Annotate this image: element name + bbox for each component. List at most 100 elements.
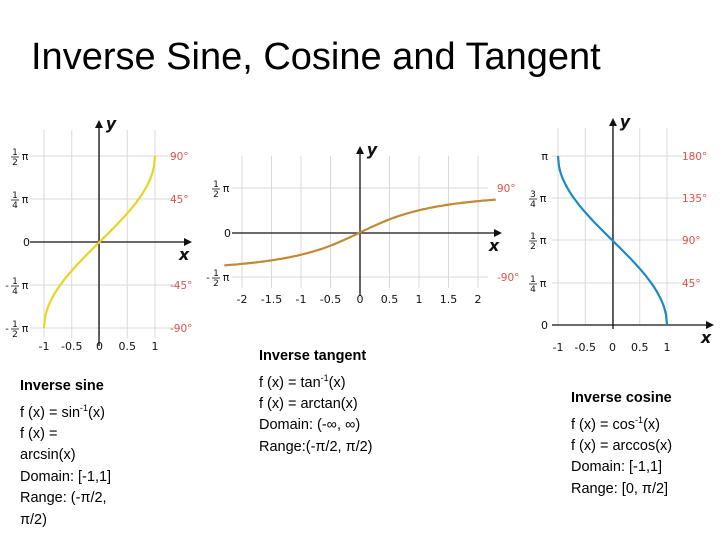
- slide-title: Inverse Sine, Cosine and Tangent: [31, 36, 601, 78]
- arcsin-angle-label-1: 45°: [170, 194, 189, 206]
- svg-text:-: -: [206, 273, 210, 284]
- svg-text:2: 2: [12, 158, 18, 168]
- svg-text:1: 1: [12, 148, 18, 158]
- arctan-x-tick-5: 0.5: [381, 293, 399, 306]
- arcsin-x-tick-4: 1: [152, 340, 159, 353]
- arctan-x-tick-4: 0: [357, 293, 364, 306]
- arctan-formula-1-arg: (x): [328, 374, 346, 391]
- arctan-x-tick-8: 2: [475, 293, 482, 306]
- arcsin-y-tick-3: -14 π: [5, 277, 28, 297]
- svg-text:2: 2: [530, 242, 536, 252]
- arctan-x-tick-6: 1: [416, 293, 423, 306]
- arccos-x-tick-4: 1: [664, 341, 671, 354]
- arcsin-y-label: y: [106, 114, 117, 133]
- arcsin-y-tick-2: 0: [23, 236, 30, 249]
- arcsin-y-tick-1: 14 π: [11, 191, 29, 211]
- arcsin-y-tick-0: 12 π: [11, 148, 29, 168]
- arccos-y-tick-2: 12 π: [529, 232, 547, 252]
- arctan-x-tick-3: -0.5: [320, 293, 341, 306]
- svg-text:-: -: [5, 281, 9, 292]
- arcsin-formula-1: f (x) = sin-1(x): [20, 398, 111, 424]
- arccos-x-tick-0: -1: [553, 341, 564, 354]
- svg-text:π: π: [22, 150, 29, 163]
- svg-text:1: 1: [530, 275, 536, 285]
- arccos-y-tick-4: 0: [541, 319, 548, 332]
- arctan-curve: [224, 198, 496, 267]
- arcsin-x-label: x: [178, 245, 190, 264]
- arcsin-formula-2b: arcsin(x): [20, 447, 76, 464]
- arccos-formula-1: f (x) = cos-1(x): [571, 410, 672, 436]
- svg-text:1: 1: [12, 320, 18, 330]
- svg-text:4: 4: [12, 287, 18, 297]
- arctan-x-tick-7: 1.5: [440, 293, 458, 306]
- arccos-formula-2: f (x) = arccos(x): [571, 437, 673, 454]
- svg-text:π: π: [541, 150, 548, 163]
- arccos-y-tick-3: 14 π: [529, 275, 547, 295]
- arctan-exponent: -1: [320, 372, 329, 383]
- svg-text:4: 4: [12, 201, 18, 211]
- arcsin-exponent: -1: [80, 402, 89, 413]
- arccos-x-tick-3: 0.5: [631, 341, 649, 354]
- arccos-range: Range: [0, π/2]: [571, 480, 669, 497]
- arctan-angle-label-1: -90°: [497, 272, 519, 284]
- arctan-x-tick-0: -2: [237, 293, 248, 306]
- arcsin-x-tick-0: -1: [39, 340, 50, 353]
- svg-text:0: 0: [224, 227, 231, 240]
- arcsin-y-arrow: [95, 120, 103, 128]
- arctan-x-tick-2: -1: [296, 293, 307, 306]
- arcsin-range-b: π/2): [20, 511, 47, 528]
- arccos-x-arrow: [706, 321, 714, 329]
- arctan-formula-1-text: f (x) = tan: [259, 374, 321, 391]
- svg-text:4: 4: [530, 200, 536, 210]
- arctan-formula-2: f (x) = arctan(x): [259, 395, 358, 412]
- arcsin-formula-1-arg: (x): [88, 404, 105, 421]
- arccos-heading: Inverse cosine: [571, 390, 672, 406]
- arccos-formula-1-text: f (x) = cos: [571, 416, 636, 433]
- arcsin-x-tick-3: 0.5: [119, 340, 137, 353]
- svg-text:0: 0: [541, 319, 548, 332]
- arcsin-curve: [42, 155, 157, 329]
- arccos-x-tick-1: -0.5: [575, 341, 596, 354]
- arcsin-domain: Domain: [-1,1]: [20, 468, 112, 485]
- arcsin-range-a: Range: (-π/2,: [20, 490, 107, 507]
- arctan-x-arrow: [494, 229, 502, 237]
- svg-text:π: π: [22, 322, 29, 335]
- svg-text:π: π: [540, 277, 547, 290]
- arctan-x-tick-1: -1.5: [261, 293, 282, 306]
- svg-text:π: π: [540, 234, 547, 247]
- arctan-y-arrow: [356, 146, 364, 154]
- svg-text:3: 3: [530, 190, 536, 200]
- svg-text:1: 1: [213, 269, 219, 279]
- svg-text:2: 2: [213, 279, 219, 289]
- arctan-formula-1: f (x) = tan-1(x): [259, 368, 373, 394]
- svg-text:2: 2: [213, 190, 219, 200]
- arctan-y-label: y: [367, 140, 378, 159]
- arcsin-angle-label-2: -45°: [170, 280, 192, 292]
- arccos-y-label: y: [620, 112, 631, 131]
- arccos-formula-1-arg: (x): [643, 416, 660, 433]
- arctan-angle-label-0: 90°: [497, 183, 516, 195]
- svg-text:1: 1: [530, 232, 536, 242]
- arcsin-x-arrow: [184, 238, 192, 246]
- arccos-domain: Domain: [-1,1]: [571, 459, 663, 476]
- arctan-range: Range:(-π/2, π/2): [259, 438, 373, 455]
- arccos-angle-label-3: 45°: [682, 278, 701, 290]
- svg-text:4: 4: [530, 285, 536, 295]
- arccos-angle-label-1: 135°: [682, 193, 707, 205]
- arcsin-formula-2a: f (x) =: [20, 425, 58, 442]
- arccos-curve: [556, 155, 669, 326]
- svg-text:0: 0: [23, 236, 30, 249]
- svg-text:π: π: [540, 192, 547, 205]
- arctan-y-tick-1: 0: [224, 227, 231, 240]
- arcsin-x-tick-1: -0.5: [61, 340, 82, 353]
- arccos-x-label: x: [700, 328, 712, 347]
- arccos-angle-label-2: 90°: [682, 235, 701, 247]
- arccos-angle-label-0: 180°: [682, 151, 707, 163]
- arctan-domain: Domain: (-∞, ∞): [259, 417, 361, 434]
- svg-text:1: 1: [12, 191, 18, 201]
- svg-text:1: 1: [213, 180, 219, 190]
- svg-text:π: π: [223, 182, 230, 195]
- arctan-description: Inverse tangent f (x) = tan-1(x) f (x) =…: [259, 346, 373, 458]
- arccos-x-tick-2: 0: [609, 341, 616, 354]
